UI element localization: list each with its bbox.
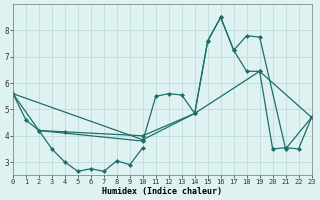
- X-axis label: Humidex (Indice chaleur): Humidex (Indice chaleur): [102, 187, 222, 196]
